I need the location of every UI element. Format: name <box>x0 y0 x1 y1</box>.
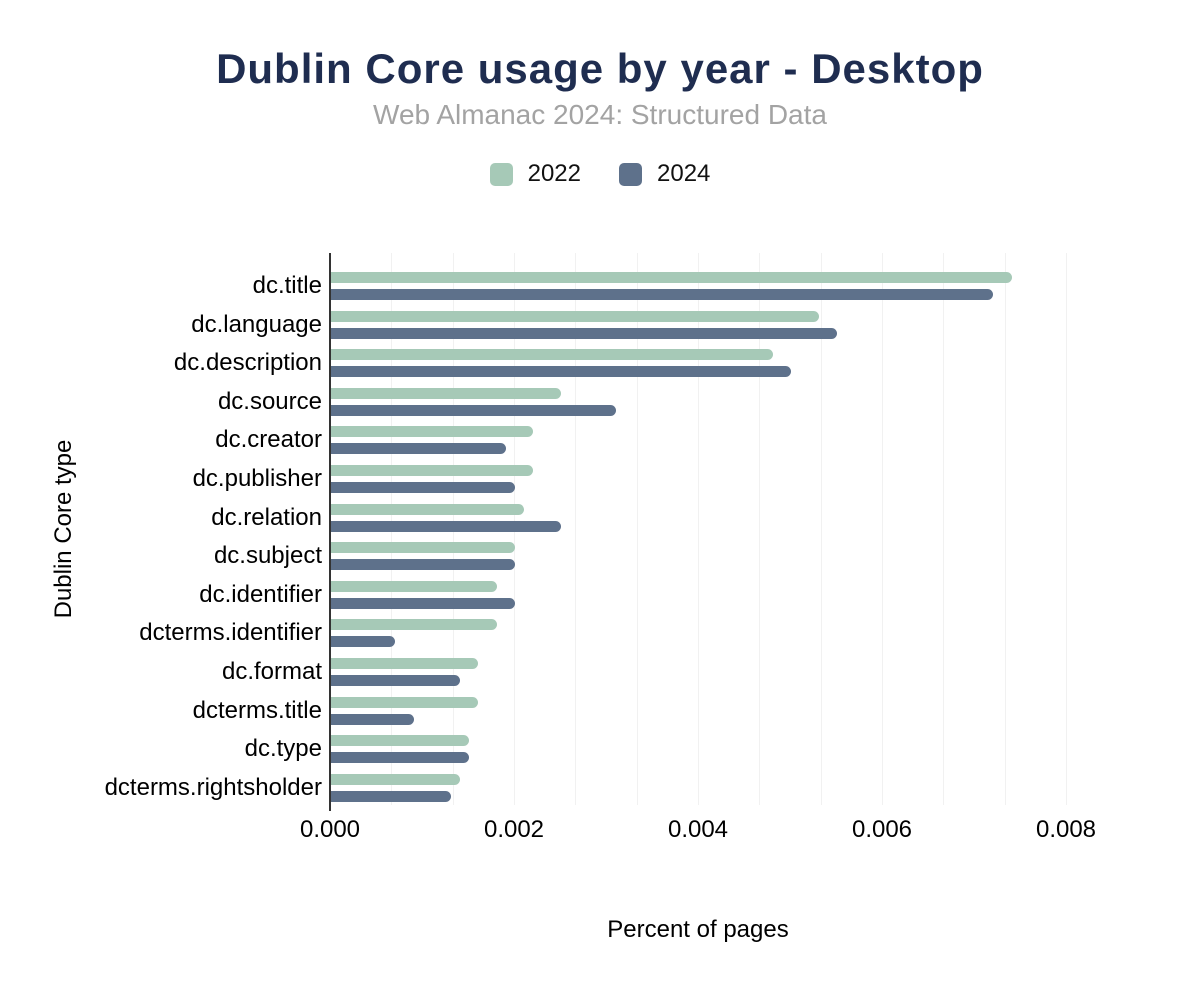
y-axis-line <box>329 253 331 811</box>
gridline <box>698 253 699 805</box>
category-label-dc.type: dc.type <box>244 735 322 763</box>
category-label-dc.language: dc.language <box>191 310 322 338</box>
category-label-dc.identifier: dc.identifier <box>199 580 322 608</box>
bar-2024-dc.language <box>331 327 837 339</box>
gridline <box>820 253 822 805</box>
bar-2022-dc.description <box>331 349 773 361</box>
bar-2022-dc.creator <box>331 426 534 438</box>
bar-2024-dc.title <box>331 289 994 300</box>
bar-2024-dc.format <box>331 675 460 686</box>
bar-2022-dc.identifier <box>331 580 497 592</box>
category-label-dc.creator: dc.creator <box>215 426 322 454</box>
x-tick-label-0.004: 0.004 <box>667 816 729 843</box>
bar-2022-dc.type <box>331 735 469 747</box>
plot-area <box>329 253 1070 811</box>
bar-2022-dc.language <box>331 310 819 322</box>
bar-2024-dc.creator <box>331 443 506 455</box>
legend-item-2022: 2022 <box>489 160 581 187</box>
bar-2022-dc.format <box>331 658 479 669</box>
category-label-dc.relation: dc.relation <box>211 503 322 531</box>
bar-2024-dcterms.title <box>331 713 414 725</box>
bar-2022-dc.subject <box>331 542 515 554</box>
gridline <box>759 253 761 805</box>
category-label-dc.source: dc.source <box>217 387 322 415</box>
bar-2024-dc.subject <box>331 559 515 571</box>
legend-swatch-2024 <box>619 162 642 186</box>
chart-title: Dublin Core usage by year - Desktop <box>216 45 984 92</box>
bar-2024-dc.description <box>331 366 791 378</box>
category-label-dc.title: dc.title <box>252 272 322 299</box>
gridline <box>575 253 577 805</box>
legend-swatch-2022 <box>489 162 513 186</box>
category-label-dc.description: dc.description <box>173 349 322 377</box>
bar-2022-dc.publisher <box>331 465 534 476</box>
bar-2022-dc.source <box>331 387 561 399</box>
x-tick-label-0.000: 0.000 <box>299 816 361 843</box>
gridline <box>636 253 638 805</box>
bar-2022-dc.relation <box>331 503 525 515</box>
gridline <box>882 253 883 805</box>
legend-item-2024: 2024 <box>619 161 710 187</box>
category-label-dc.publisher: dc.publisher <box>192 465 322 492</box>
legend: 2022 2024 <box>0 161 1200 187</box>
bar-2024-dc.relation <box>331 520 561 532</box>
bar-2024-dc.publisher <box>331 482 515 493</box>
bar-2024-dc.source <box>331 404 617 416</box>
category-label-dcterms.identifier: dcterms.identifier <box>139 619 322 647</box>
x-tick-label-0.002: 0.002 <box>483 816 545 843</box>
legend-label-2022: 2022 <box>527 160 581 187</box>
bar-2024-dcterms.rightsholder <box>331 790 451 802</box>
category-label-dcterms.title: dcterms.title <box>192 696 322 724</box>
bar-2024-dc.identifier <box>331 597 515 609</box>
bar-2024-dc.type <box>331 752 469 764</box>
chart-subtitle: Web Almanac 2024: Structured Data <box>373 99 827 130</box>
x-tick-label-0.006: 0.006 <box>851 816 913 843</box>
category-label-dc.subject: dc.subject <box>213 542 322 570</box>
bar-2024-dcterms.identifier <box>331 636 396 648</box>
legend-label-2024: 2024 <box>657 160 711 187</box>
gridline <box>943 253 945 805</box>
bar-2022-dcterms.rightsholder <box>331 773 460 785</box>
gridline <box>1004 253 1006 805</box>
bar-2022-dcterms.title <box>331 696 479 708</box>
bar-2022-dc.title <box>331 272 1012 283</box>
x-tick-label-0.008: 0.008 <box>1035 816 1097 843</box>
category-label-dc.format: dc.format <box>221 658 322 685</box>
category-label-dcterms.rightsholder: dcterms.rightsholder <box>104 773 322 801</box>
gridline <box>1066 253 1067 805</box>
bar-2022-dcterms.identifier <box>331 619 497 631</box>
x-axis-title: Percent of pages <box>607 916 789 943</box>
